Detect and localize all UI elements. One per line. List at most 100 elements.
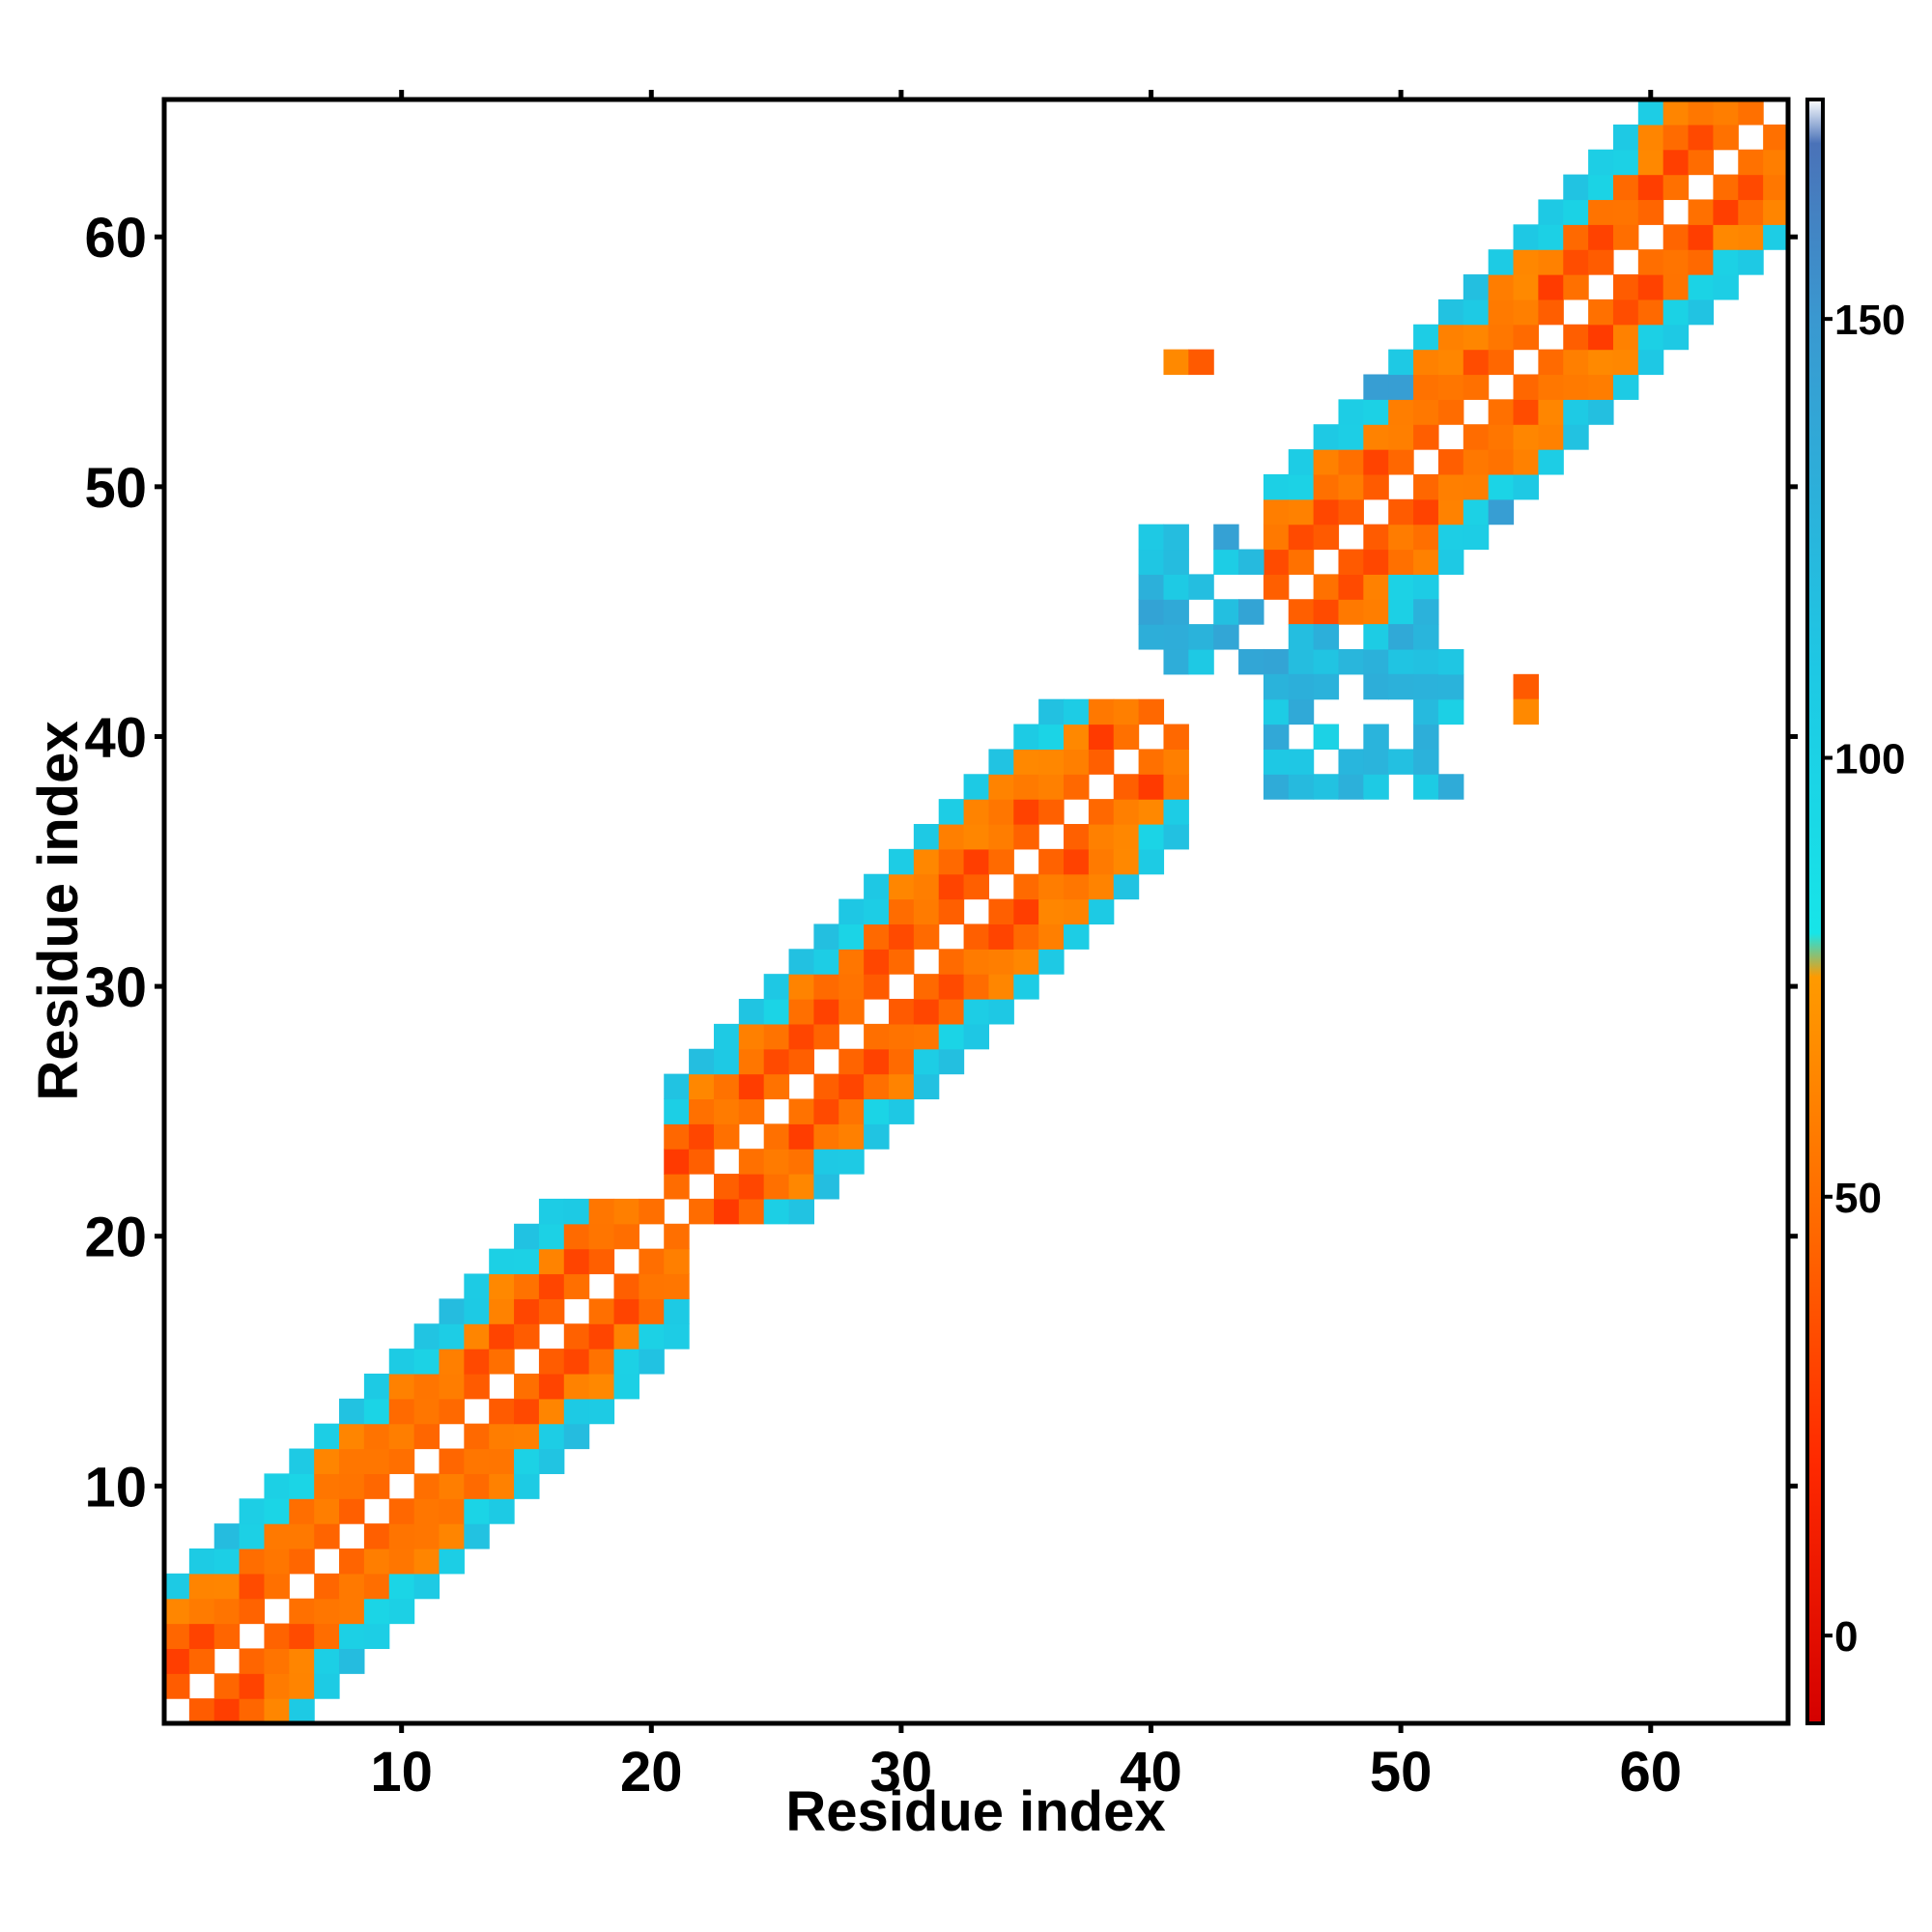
heatmap-cell — [239, 1648, 266, 1674]
heatmap-cell — [1662, 224, 1690, 250]
heatmap-cell — [963, 774, 990, 800]
heatmap-cell — [913, 898, 940, 925]
heatmap-cell — [1088, 749, 1115, 775]
heatmap-cell — [314, 1573, 340, 1600]
heatmap-cell — [1488, 498, 1515, 526]
heatmap-cell — [1713, 224, 1739, 250]
heatmap-cell — [188, 1573, 215, 1600]
heatmap-cell — [1388, 424, 1414, 450]
heatmap-cell — [613, 1349, 639, 1375]
heatmap-cell — [1463, 298, 1490, 326]
heatmap-cell — [439, 1323, 465, 1350]
heatmap-cell — [938, 949, 965, 975]
heatmap-cell — [1064, 848, 1090, 875]
heatmap-cell — [1463, 449, 1490, 475]
heatmap-cell — [1738, 99, 1764, 126]
heatmap-cells — [164, 99, 1789, 1724]
heatmap-cell — [1637, 149, 1664, 176]
heatmap-cell — [1313, 648, 1340, 675]
heatmap-cell — [913, 999, 940, 1025]
heatmap-cell — [988, 999, 1014, 1025]
heatmap-cell — [538, 1398, 565, 1425]
heatmap-cell — [1637, 249, 1664, 275]
heatmap-cell — [588, 1323, 615, 1350]
heatmap-cell — [963, 823, 990, 850]
heatmap-cell — [489, 1423, 515, 1450]
heatmap-cell — [1064, 724, 1090, 750]
heatmap-cell — [489, 1273, 515, 1299]
heatmap-cell — [1662, 149, 1690, 176]
heatmap-cell — [1288, 648, 1315, 675]
heatmap-cell — [1563, 374, 1589, 400]
heatmap-cell — [864, 1048, 890, 1075]
heatmap-cell — [1188, 624, 1214, 650]
heatmap-cell — [213, 1673, 241, 1699]
heatmap-cell — [639, 1349, 665, 1375]
heatmap-cell — [413, 1423, 440, 1450]
heatmap-cell — [1088, 848, 1115, 875]
heatmap-cell — [938, 1023, 965, 1050]
heatmap-cell — [1363, 749, 1389, 775]
heatmap-cell — [1413, 549, 1439, 575]
heatmap-cell — [1688, 124, 1715, 151]
heatmap-cell — [1612, 274, 1639, 300]
heatmap-cell — [1413, 399, 1439, 425]
heatmap-cell — [1288, 449, 1315, 475]
heatmap-cell — [1288, 549, 1315, 575]
heatmap-cell — [1662, 174, 1690, 201]
heatmap-cell — [913, 823, 940, 850]
heatmap-cell — [1288, 524, 1315, 551]
heatmap-cell — [213, 1523, 241, 1549]
x-tick-label: 50 — [1370, 1741, 1433, 1804]
heatmap-cell — [788, 1098, 814, 1124]
heatmap-cell — [289, 1498, 315, 1524]
heatmap-cell — [788, 1123, 814, 1150]
heatmap-cell — [1662, 324, 1690, 351]
heatmap-cell — [1363, 624, 1389, 650]
heatmap-cell — [864, 1098, 890, 1124]
heatmap-cell — [713, 1023, 740, 1050]
heatmap-cell — [1138, 574, 1165, 600]
heatmap-cell — [1662, 249, 1690, 275]
heatmap-cell — [563, 1323, 590, 1350]
heatmap-cell — [514, 1398, 540, 1425]
heatmap-cell — [1313, 574, 1340, 600]
heatmap-cell — [988, 898, 1014, 925]
heatmap-cell — [763, 1023, 790, 1050]
heatmap-cell — [1388, 498, 1414, 526]
heatmap-cell — [1637, 174, 1664, 201]
heatmap-cell — [1138, 549, 1165, 575]
heatmap-cell — [363, 1448, 390, 1474]
heatmap-cell — [838, 1123, 865, 1150]
heatmap-cell — [838, 1149, 865, 1175]
y-tick-label: 10 — [84, 1456, 147, 1519]
heatmap-cell — [1338, 424, 1364, 450]
heatmap-cell — [1263, 673, 1290, 700]
heatmap-cell — [1563, 249, 1589, 275]
heatmap-cell — [1313, 724, 1340, 750]
heatmap-cell — [188, 1598, 215, 1625]
heatmap-cell — [664, 1073, 690, 1100]
heatmap-cell — [563, 1223, 590, 1250]
heatmap-cell — [1113, 873, 1140, 900]
heatmap-cell — [664, 1149, 690, 1175]
heatmap-cell — [763, 1149, 790, 1175]
heatmap-cell — [813, 1123, 839, 1150]
heatmap-cell — [1138, 599, 1165, 625]
heatmap-cell — [1488, 424, 1515, 450]
heatmap-cell — [664, 1298, 690, 1324]
heatmap-cell — [738, 1149, 765, 1175]
heatmap-cell — [664, 1248, 690, 1275]
heatmap-cell — [813, 999, 839, 1025]
heatmap-cell — [1138, 823, 1165, 850]
heatmap-cell — [613, 1373, 639, 1400]
heatmap-cell — [1288, 749, 1315, 775]
heatmap-cell — [588, 1298, 615, 1324]
heatmap-cell — [1338, 399, 1364, 425]
heatmap-cell — [489, 1323, 515, 1350]
heatmap-cell — [1413, 648, 1439, 675]
heatmap-cell — [314, 1423, 340, 1450]
heatmap-cell — [363, 1373, 390, 1400]
heatmap-cell — [1338, 648, 1364, 675]
heatmap-cell — [1263, 473, 1290, 500]
